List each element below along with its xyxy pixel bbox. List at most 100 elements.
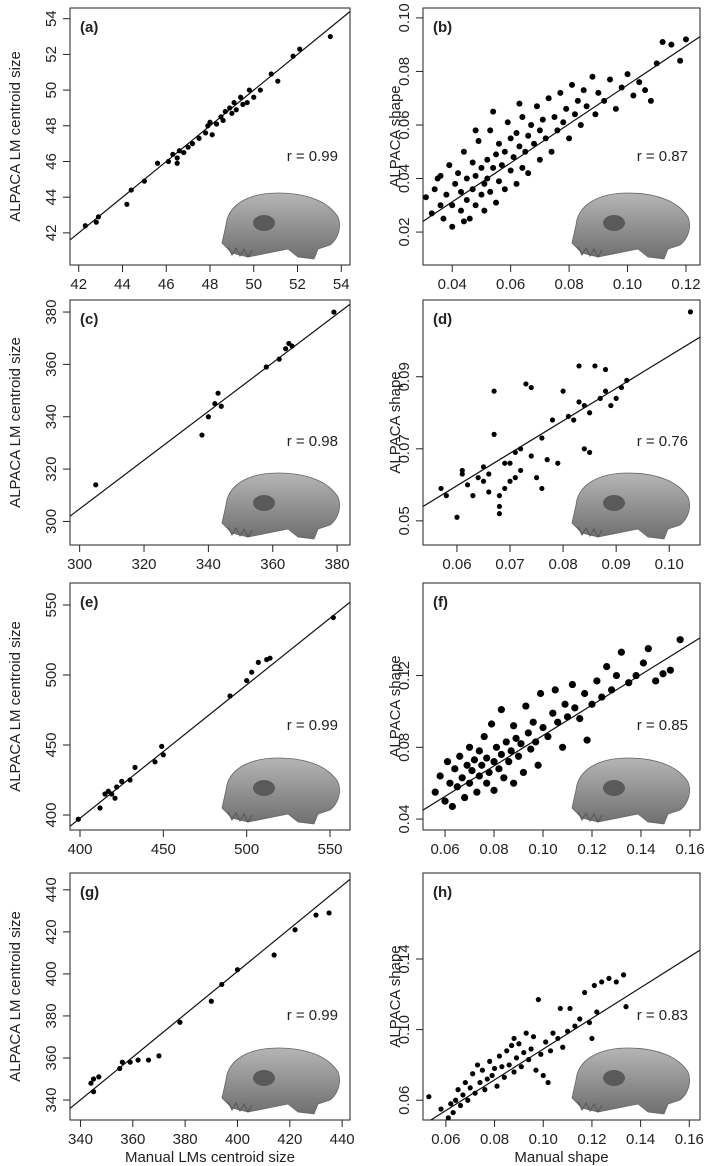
panel: 42 44 46 48 50 52 54 42 44 46 48 50 52 54 ALPACA LM ce… <box>7 7 351 293</box>
point <box>482 1087 488 1093</box>
point <box>603 662 611 671</box>
annotation: r = 0.98 <box>287 433 338 450</box>
fit-line <box>70 303 350 517</box>
x-tick-label: 0.16 <box>675 841 704 858</box>
point <box>181 149 187 156</box>
point <box>460 1092 466 1098</box>
y-tick-label: 380 <box>43 300 60 325</box>
point <box>484 1076 490 1082</box>
point <box>666 666 674 674</box>
point <box>177 1019 183 1025</box>
x-tick-label: 0.10 <box>528 841 557 858</box>
x-tick-label: 0.10 <box>529 1131 558 1148</box>
point <box>465 779 474 787</box>
x-tick-label: 50 <box>245 276 262 293</box>
skull <box>571 192 690 260</box>
point <box>465 1097 471 1103</box>
point <box>283 346 289 352</box>
annotation: r = 0.87 <box>637 148 688 165</box>
point <box>507 478 513 484</box>
point <box>544 732 552 741</box>
point <box>512 734 520 742</box>
skull-teeth <box>577 1101 603 1114</box>
y-tick-label: 340 <box>43 404 60 429</box>
y-tick-label: 54 <box>43 10 60 27</box>
point <box>473 788 481 796</box>
y-tick-label: 0.10 <box>396 1015 413 1044</box>
point <box>458 774 466 782</box>
point <box>571 704 579 712</box>
point <box>215 390 221 396</box>
x-tick-label: 0.10 <box>655 556 684 573</box>
point <box>549 417 556 423</box>
point <box>486 489 492 495</box>
skull-orbit <box>253 215 275 231</box>
point <box>504 119 511 126</box>
panel-label: (f) <box>433 594 448 611</box>
point <box>436 772 444 780</box>
point <box>481 180 488 187</box>
point <box>632 671 640 680</box>
panel: 0.06 0.08 0.10 0.12 0.14 0.160.040.080.12ALPA… <box>387 582 705 858</box>
point <box>88 1080 94 1086</box>
x-tick-label: 0.06 <box>430 841 459 858</box>
point <box>290 53 296 59</box>
point <box>528 1046 534 1052</box>
point <box>313 912 319 918</box>
point <box>483 779 491 787</box>
x-tick-label: 380 <box>173 1131 198 1148</box>
point <box>586 1019 593 1026</box>
point <box>199 432 205 438</box>
point <box>469 159 476 166</box>
point <box>478 761 486 769</box>
skull-orbit <box>603 215 625 231</box>
panel-label: (c) <box>80 311 98 328</box>
point <box>96 1074 102 1080</box>
x-tick-label: 0.06 <box>496 276 525 293</box>
skull-orbit <box>253 1070 275 1086</box>
point <box>159 743 165 750</box>
skull <box>571 472 690 540</box>
point <box>135 1057 141 1063</box>
y-tick-label: 550 <box>43 592 60 617</box>
point <box>494 1083 500 1089</box>
point <box>474 1062 481 1068</box>
y-tick-label: 44 <box>43 189 60 206</box>
point <box>495 178 502 185</box>
point <box>538 1051 544 1057</box>
point <box>463 175 470 182</box>
point <box>480 478 487 484</box>
point <box>467 1085 473 1091</box>
point <box>517 740 525 748</box>
x-tick-label: 400 <box>225 1131 250 1148</box>
point <box>496 503 503 510</box>
point <box>491 388 497 394</box>
specimen-image <box>221 1047 340 1115</box>
point <box>545 95 552 102</box>
point <box>229 110 235 116</box>
point <box>560 119 567 126</box>
point <box>490 758 498 766</box>
point <box>489 1072 495 1079</box>
point <box>486 471 492 477</box>
point <box>516 1041 522 1047</box>
point <box>559 743 567 751</box>
point <box>555 1035 561 1042</box>
point <box>500 774 508 782</box>
point <box>484 156 491 163</box>
point <box>490 108 497 115</box>
point <box>449 223 456 230</box>
x-tick-label: 340 <box>196 556 221 573</box>
annotation: r = 0.85 <box>637 717 688 734</box>
point <box>492 743 501 751</box>
y-tick-label: 360 <box>43 352 60 377</box>
skull <box>571 757 690 825</box>
point <box>583 103 590 110</box>
point <box>510 722 518 730</box>
point <box>472 1090 478 1096</box>
point <box>607 686 616 694</box>
point <box>512 475 518 481</box>
point <box>460 148 467 155</box>
point <box>507 460 513 466</box>
point <box>464 482 471 488</box>
